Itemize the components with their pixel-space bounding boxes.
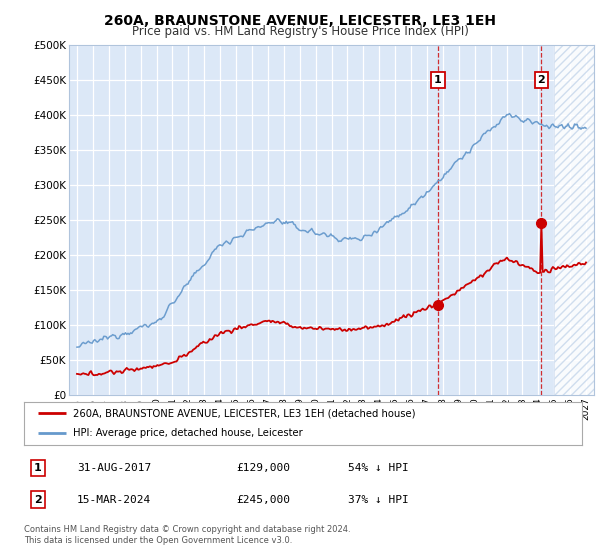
Text: 1: 1 [434,75,442,85]
Text: 260A, BRAUNSTONE AVENUE, LEICESTER, LE3 1EH (detached house): 260A, BRAUNSTONE AVENUE, LEICESTER, LE3 … [73,408,416,418]
Text: 15-MAR-2024: 15-MAR-2024 [77,494,151,505]
Text: 31-AUG-2017: 31-AUG-2017 [77,463,151,473]
Text: Contains HM Land Registry data © Crown copyright and database right 2024.
This d: Contains HM Land Registry data © Crown c… [24,525,350,545]
Text: 54% ↓ HPI: 54% ↓ HPI [347,463,409,473]
Text: 2: 2 [538,75,545,85]
Text: 260A, BRAUNSTONE AVENUE, LEICESTER, LE3 1EH: 260A, BRAUNSTONE AVENUE, LEICESTER, LE3 … [104,14,496,28]
Text: Price paid vs. HM Land Registry's House Price Index (HPI): Price paid vs. HM Land Registry's House … [131,25,469,38]
Text: HPI: Average price, detached house, Leicester: HPI: Average price, detached house, Leic… [73,428,303,438]
Text: £245,000: £245,000 [236,494,290,505]
Text: 37% ↓ HPI: 37% ↓ HPI [347,494,409,505]
Text: 1: 1 [34,463,42,473]
Text: 2: 2 [34,494,42,505]
Text: £129,000: £129,000 [236,463,290,473]
